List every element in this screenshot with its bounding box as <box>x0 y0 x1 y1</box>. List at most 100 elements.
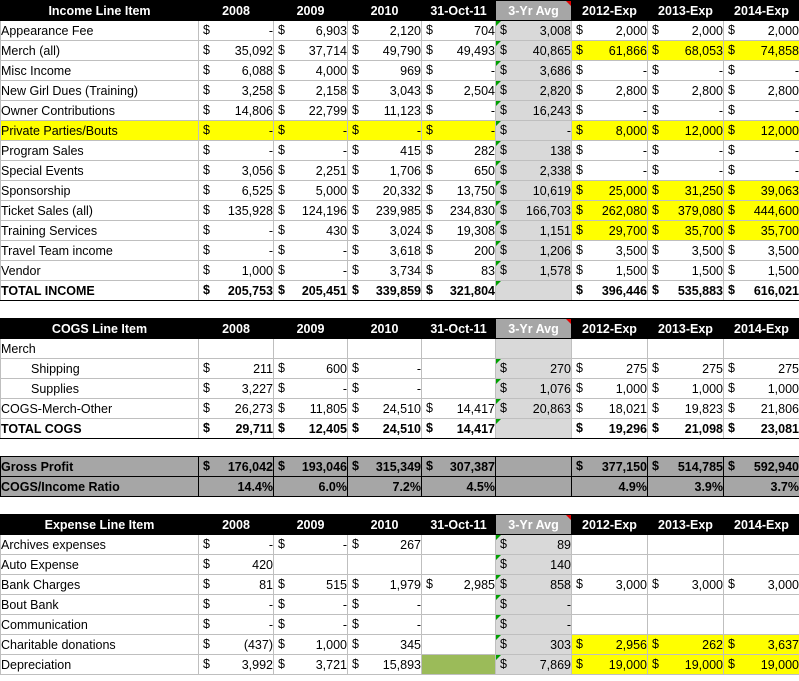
cell[interactable]: $8,000 <box>571 120 648 141</box>
cell[interactable]: $14,806 <box>198 100 274 121</box>
ratio-cell[interactable]: 14.4% <box>198 476 274 497</box>
cell[interactable] <box>647 614 724 635</box>
cell[interactable]: $969 <box>347 60 422 81</box>
cell[interactable]: $ - <box>723 60 799 81</box>
income-row-label[interactable]: Program Sales <box>0 140 199 161</box>
cell[interactable]: $39,063 <box>723 180 799 201</box>
cell[interactable]: $ - <box>273 534 348 555</box>
ratio-cell[interactable]: 3.9% <box>647 476 724 497</box>
cell[interactable] <box>723 534 799 555</box>
cell[interactable]: $ - <box>495 120 572 141</box>
cell[interactable]: $19,000 <box>571 654 648 675</box>
cell[interactable]: $3,024 <box>347 220 422 241</box>
cell[interactable]: $ - <box>273 140 348 161</box>
cogs-header-cell[interactable]: 2013-Exp <box>647 318 724 339</box>
income-header-cell[interactable]: 2009 <box>273 0 348 21</box>
gross-profit-label[interactable]: Gross Profit <box>0 456 199 477</box>
cell[interactable]: $ - <box>273 614 348 635</box>
cell[interactable] <box>647 534 724 555</box>
ratio-cell[interactable]: 6.0% <box>273 476 348 497</box>
cell[interactable]: $ - <box>273 120 348 141</box>
cogs-row-label[interactable]: Shipping <box>0 358 199 379</box>
cell[interactable]: $ - <box>198 594 274 615</box>
cell[interactable]: $339,859 <box>347 280 422 301</box>
cell[interactable]: $2,800 <box>723 80 799 101</box>
cell[interactable]: $1,000 <box>198 260 274 281</box>
cell[interactable]: $19,000 <box>647 654 724 675</box>
cell[interactable]: $3,637 <box>723 634 799 655</box>
cogs-total-row-label[interactable]: TOTAL COGS <box>0 418 199 439</box>
ratio-cell[interactable]: 7.2% <box>347 476 422 497</box>
income-row-label[interactable]: Misc Income <box>0 60 199 81</box>
cell[interactable]: $275 <box>647 358 724 379</box>
income-row-label[interactable]: Ticket Sales (all) <box>0 200 199 221</box>
cell[interactable] <box>571 534 648 555</box>
cogs-header-cell[interactable]: 2008 <box>198 318 274 339</box>
cell[interactable]: $2,820 <box>495 80 572 101</box>
cell[interactable]: $234,830 <box>421 200 496 221</box>
expense-header-cell[interactable]: 2014-Exp <box>723 514 799 535</box>
ratio-cell[interactable] <box>495 476 572 497</box>
cell[interactable]: $12,405 <box>273 418 348 439</box>
cell[interactable]: $21,098 <box>647 418 724 439</box>
cell[interactable]: $1,706 <box>347 160 422 181</box>
cell[interactable]: $211 <box>198 358 274 379</box>
cell[interactable]: $ - <box>723 140 799 161</box>
cell[interactable]: $3,000 <box>647 574 724 595</box>
cell[interactable]: $ - <box>198 140 274 161</box>
cogs-header-cell[interactable]: 2012-Exp <box>571 318 648 339</box>
cell[interactable]: $275 <box>723 358 799 379</box>
cell[interactable] <box>273 554 348 575</box>
cell[interactable]: $ - <box>347 614 422 635</box>
cell[interactable]: $68,053 <box>647 40 724 61</box>
cell[interactable]: $3,686 <box>495 60 572 81</box>
expense-header-cell[interactable]: 2013-Exp <box>647 514 724 535</box>
cell[interactable]: $81 <box>198 574 274 595</box>
cell[interactable] <box>421 338 496 359</box>
cell[interactable]: $600 <box>273 358 348 379</box>
income-header-cell[interactable]: 31-Oct-11 <box>421 0 496 21</box>
cell[interactable]: $303 <box>495 634 572 655</box>
expense-header-cell[interactable]: 2009 <box>273 514 348 535</box>
cell[interactable]: $1,151 <box>495 220 572 241</box>
cell[interactable]: $444,600 <box>723 200 799 221</box>
cell[interactable] <box>198 338 274 359</box>
cell[interactable]: $14,417 <box>421 418 496 439</box>
cell[interactable]: $1,000 <box>273 634 348 655</box>
cell[interactable]: $704 <box>421 20 496 41</box>
cell[interactable] <box>421 634 496 655</box>
cell[interactable] <box>421 594 496 615</box>
cell[interactable]: $1,578 <box>495 260 572 281</box>
cell[interactable]: $12,000 <box>723 120 799 141</box>
cell[interactable]: $3,721 <box>273 654 348 675</box>
cell[interactable]: $2,000 <box>647 20 724 41</box>
cell[interactable]: $11,805 <box>273 398 348 419</box>
cell[interactable]: $2,985 <box>421 574 496 595</box>
cell[interactable] <box>495 456 572 477</box>
cell[interactable]: $650 <box>421 160 496 181</box>
cell[interactable]: $20,332 <box>347 180 422 201</box>
cell[interactable]: $1,500 <box>723 260 799 281</box>
income-row-label[interactable]: Merch (all) <box>0 40 199 61</box>
cell[interactable]: $1,000 <box>723 378 799 399</box>
cell[interactable]: $ - <box>273 240 348 261</box>
cell[interactable]: $262 <box>647 634 724 655</box>
expense-header-cell[interactable]: 31-Oct-11 <box>421 514 496 535</box>
cell[interactable]: $3,992 <box>198 654 274 675</box>
cell[interactable]: $ - <box>273 260 348 281</box>
cell[interactable]: $24,510 <box>347 398 422 419</box>
cell[interactable] <box>421 554 496 575</box>
cogs-group-label[interactable]: Merch <box>0 338 199 359</box>
cell[interactable]: $74,858 <box>723 40 799 61</box>
income-header-cell[interactable]: 2008 <box>198 0 274 21</box>
cell[interactable]: $2,956 <box>571 634 648 655</box>
expense-row-label[interactable]: Auto Expense <box>0 554 199 575</box>
ratio-cell[interactable]: 3.7% <box>723 476 799 497</box>
cell[interactable]: $321,804 <box>421 280 496 301</box>
cell[interactable] <box>723 594 799 615</box>
cell[interactable]: $35,700 <box>647 220 724 241</box>
cell[interactable]: $5,000 <box>273 180 348 201</box>
cell[interactable]: $3,618 <box>347 240 422 261</box>
cell[interactable]: $20,863 <box>495 398 572 419</box>
expense-row-label[interactable]: Communication <box>0 614 199 635</box>
